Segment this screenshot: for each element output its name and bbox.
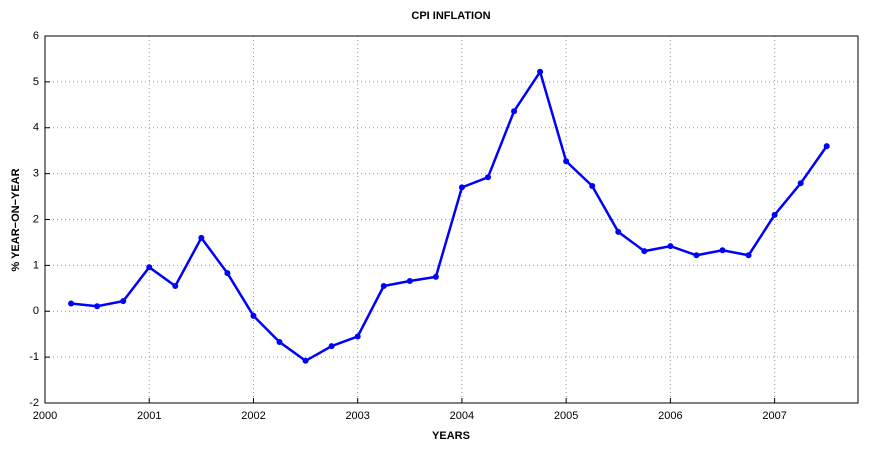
y-tick-label: 6 (33, 30, 39, 42)
data-point (224, 270, 231, 277)
data-point (615, 228, 622, 235)
x-tick-label: 2005 (554, 410, 578, 422)
y-tick-label: 1 (33, 259, 39, 271)
data-line (70, 68, 828, 363)
y-tick-label: 4 (33, 122, 39, 134)
data-point (302, 357, 309, 364)
x-tick-label: 2004 (450, 410, 474, 422)
data-point (641, 248, 648, 255)
data-point (68, 300, 75, 307)
data-point (563, 158, 570, 165)
data-point (380, 283, 387, 290)
data-point (354, 333, 361, 340)
y-tick-label: 2 (33, 213, 39, 225)
data-point (537, 68, 544, 75)
data-point (120, 298, 127, 305)
data-point (406, 277, 413, 284)
x-tick-label: 2002 (241, 410, 265, 422)
x-tick-label: 2000 (33, 410, 57, 422)
data-point (745, 252, 752, 259)
data-point (458, 184, 465, 191)
data-point (719, 247, 726, 254)
x-tick-label: 2007 (762, 410, 786, 422)
y-tick-label: 5 (33, 76, 39, 88)
data-point (250, 312, 257, 319)
data-point (276, 338, 283, 345)
data-point (198, 234, 205, 241)
data-point (797, 180, 804, 187)
data-point (771, 211, 778, 218)
x-tick-label: 2006 (658, 410, 682, 422)
data-point (667, 243, 674, 250)
y-tick-label: -2 (29, 397, 39, 409)
data-point (146, 264, 153, 271)
data-point (484, 174, 491, 181)
chart-title: CPI INFLATION (411, 10, 490, 22)
plot-frame (44, 35, 859, 404)
x-tick-label: 2003 (345, 410, 369, 422)
x-axis-label: YEARS (432, 430, 470, 442)
y-tick-label: 0 (33, 305, 39, 317)
data-point (589, 183, 596, 190)
data-point (328, 343, 335, 350)
data-point (823, 143, 830, 150)
y-axis-label: % YEAR−ON−YEAR (10, 168, 22, 271)
data-point (432, 273, 439, 280)
x-tick-label: 2001 (137, 410, 161, 422)
data-point (511, 108, 518, 115)
data-point (693, 252, 700, 259)
data-point (172, 283, 179, 290)
data-point (94, 303, 101, 310)
y-tick-label: 3 (33, 168, 39, 180)
y-tick-label: -1 (29, 351, 39, 363)
